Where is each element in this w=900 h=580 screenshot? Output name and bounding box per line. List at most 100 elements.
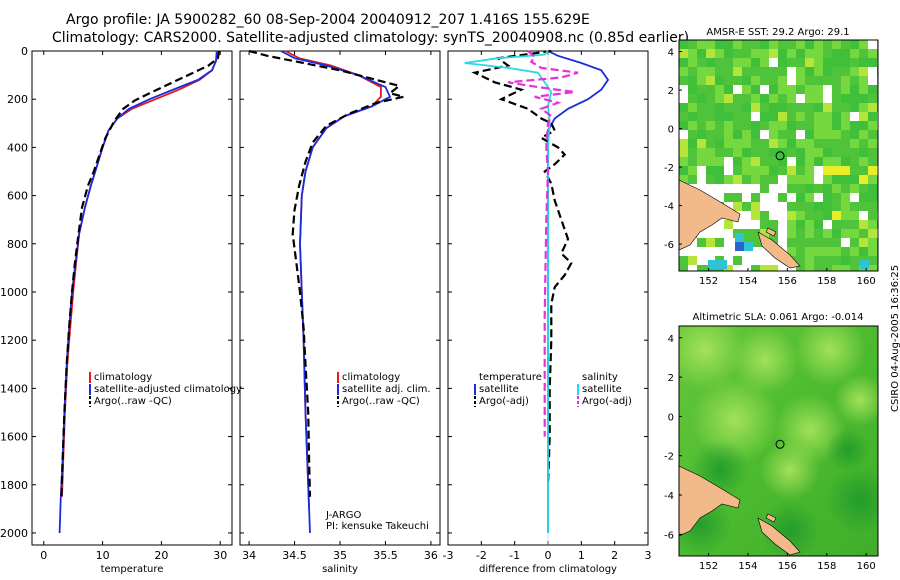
legend-label: satellite: [582, 384, 622, 395]
difference-series-temperature-satellite: [547, 50, 610, 533]
sst-cell: [859, 94, 868, 103]
sst-cell: [832, 157, 841, 166]
sst-cell: [841, 112, 850, 121]
sst-cell: [769, 103, 778, 112]
sst-cell: [832, 112, 841, 121]
sst-cell: [706, 184, 715, 193]
sla-land-newguinea: [679, 465, 741, 537]
sst-cell: [769, 211, 778, 220]
salinity-xtick-label: 35.5: [373, 549, 398, 562]
sst_map-ytick-label: 0: [668, 125, 674, 136]
sst-cell: [805, 157, 814, 166]
sst-cell: [724, 166, 733, 175]
sst_map-xtick-label: 152: [699, 276, 718, 287]
sst-cell: [859, 211, 868, 220]
sst-cell: [724, 220, 733, 229]
sst-cell: [724, 112, 733, 121]
sst-cell: [805, 40, 814, 49]
sst-cell: [868, 265, 877, 271]
sst-cell: [814, 202, 823, 211]
sst-cell: [751, 130, 760, 139]
sst-cell: [751, 166, 760, 175]
sst-cell: [733, 220, 742, 229]
sst-cell: [679, 157, 688, 166]
sst-cell: [796, 220, 805, 229]
sst-cell: [868, 76, 877, 85]
sst-cell: [778, 238, 787, 247]
sst-cell: [805, 175, 814, 184]
difference-series-salinity-satellite: [464, 50, 553, 533]
sst-cell: [751, 220, 760, 229]
sst-cell: [715, 139, 724, 148]
sst-cell: [769, 121, 778, 130]
sst-cell: [751, 49, 760, 58]
sst-cell: [787, 67, 796, 76]
figure-title-line1: Argo profile: JA 5900282_60 08-Sep-2004 …: [66, 12, 590, 28]
sla_map-xtick-label: 154: [738, 561, 757, 572]
sst_map-ytick-label: 4: [668, 48, 674, 59]
sst-cell: [697, 229, 706, 238]
sst-cell: [735, 242, 744, 251]
sst-cell: [859, 76, 868, 85]
sst-cell: [733, 139, 742, 148]
sst-cell: [823, 220, 832, 229]
temperature-series-argo-raw-qc-: [60, 50, 221, 497]
depth-tick-label: 800: [7, 238, 28, 251]
sst-cell: [823, 148, 832, 157]
sst-cell: [751, 94, 760, 103]
sst-cell: [778, 85, 787, 94]
sst-cell: [814, 49, 823, 58]
sst-cell: [751, 211, 760, 220]
sst-cell: [859, 157, 868, 166]
legend-label: climatology: [94, 372, 152, 383]
sst-cell: [796, 211, 805, 220]
sst-cell: [805, 148, 814, 157]
sst-cell: [724, 94, 733, 103]
sst-cell: [823, 94, 832, 103]
sla_map-ytick-label: -2: [664, 452, 674, 463]
sst-map-panel: [678, 39, 879, 272]
sst-cell: [679, 130, 688, 139]
sst-cell: [850, 184, 859, 193]
sst-cell: [859, 121, 868, 130]
sst-cell: [796, 40, 805, 49]
sst-cell: [850, 121, 859, 130]
sla-field-patch: [794, 326, 866, 386]
sst-cell: [778, 211, 787, 220]
sst-cell: [859, 67, 868, 76]
sst-cell: [679, 85, 688, 94]
sst-cell: [814, 220, 823, 229]
sst_map-xtick-label: 158: [817, 276, 836, 287]
sst_map-axes: 152 154 156 158 160 -6 -4 -2 0 2 4: [664, 48, 876, 287]
sst-cell: [715, 49, 724, 58]
sst-cell: [724, 184, 733, 193]
sst-cell: [832, 265, 841, 271]
sst-cell: [733, 85, 742, 94]
sst-cell: [778, 202, 787, 211]
depth-tick-label: 1800: [0, 479, 28, 492]
sst-cell: [679, 103, 688, 112]
depth-tick-label: 200: [7, 93, 28, 106]
difference-xtick-label: -1: [509, 549, 520, 562]
sst-cell: [769, 130, 778, 139]
sst-cell: [805, 58, 814, 67]
sst-cell: [832, 166, 841, 175]
sst-cell: [868, 67, 877, 76]
sst-cell: [706, 49, 715, 58]
sst-cell: [796, 67, 805, 76]
sst-cell: [697, 49, 706, 58]
legend-label: Argo(..raw -QC): [342, 396, 420, 407]
sst-cell: [742, 211, 751, 220]
sst-cell: [733, 265, 742, 271]
sst-cell: [859, 247, 868, 256]
sst-cell: [760, 247, 769, 256]
sst-cell: [679, 121, 688, 130]
sst-cell: [769, 139, 778, 148]
sst-cell: [697, 184, 706, 193]
sst-cell: [787, 166, 796, 175]
sst-cell: [850, 229, 859, 238]
sst-cell: [814, 130, 823, 139]
difference-xtick-label: 3: [645, 549, 652, 562]
sst-cell: [715, 193, 724, 202]
sst-cell: [760, 85, 769, 94]
